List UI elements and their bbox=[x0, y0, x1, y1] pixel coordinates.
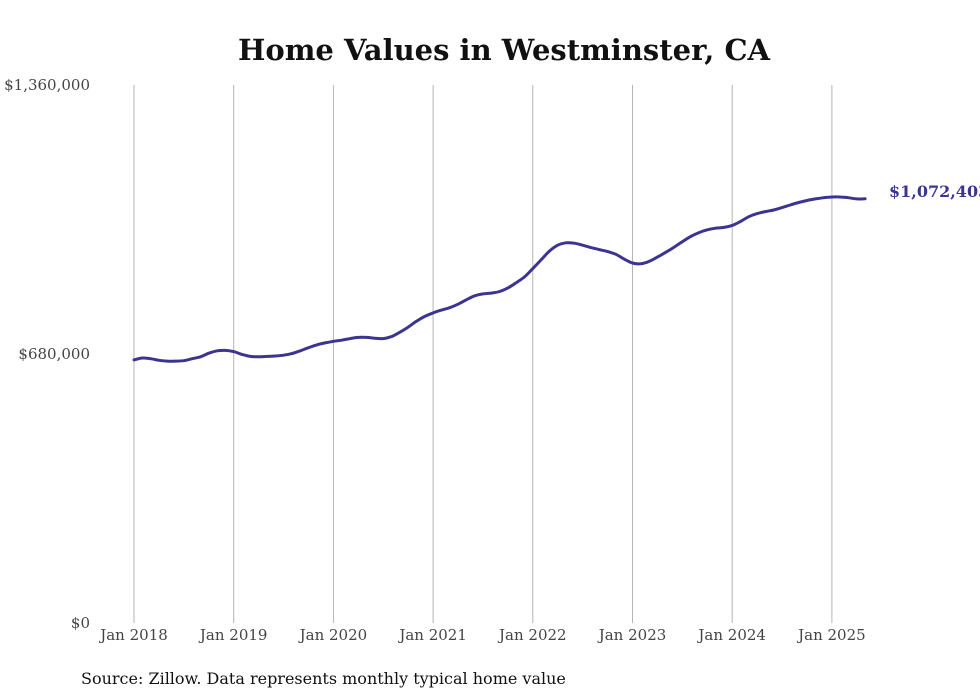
y-tick-label: $0 bbox=[71, 614, 90, 632]
gridlines bbox=[133, 85, 833, 623]
source-note: Source: Zillow. Data represents monthly … bbox=[81, 669, 566, 688]
y-axis-ticks: $0 $680,000 $1,360,000 bbox=[4, 76, 90, 632]
series-line bbox=[132, 195, 867, 363]
x-tick-label: Jan 2025 bbox=[796, 626, 866, 644]
x-tick-label: Jan 2020 bbox=[298, 626, 368, 644]
x-tick-label: Jan 2019 bbox=[198, 626, 268, 644]
x-tick-label: Jan 2022 bbox=[497, 626, 567, 644]
x-tick-label: Jan 2024 bbox=[696, 626, 766, 644]
y-tick-label: $680,000 bbox=[18, 345, 90, 363]
end-value-label: $1,072,403 bbox=[889, 182, 980, 201]
x-tick-label: Jan 2018 bbox=[98, 626, 168, 644]
x-tick-label: Jan 2023 bbox=[597, 626, 667, 644]
x-axis-ticks: Jan 2018 Jan 2019 Jan 2020 Jan 2021 Jan 2022… bbox=[98, 626, 865, 644]
y-tick-label: $1,360,000 bbox=[4, 76, 90, 94]
x-tick-label: Jan 2021 bbox=[397, 626, 467, 644]
series-layer bbox=[132, 195, 867, 363]
chart-title: Home Values in Westminster, CA bbox=[238, 33, 771, 67]
